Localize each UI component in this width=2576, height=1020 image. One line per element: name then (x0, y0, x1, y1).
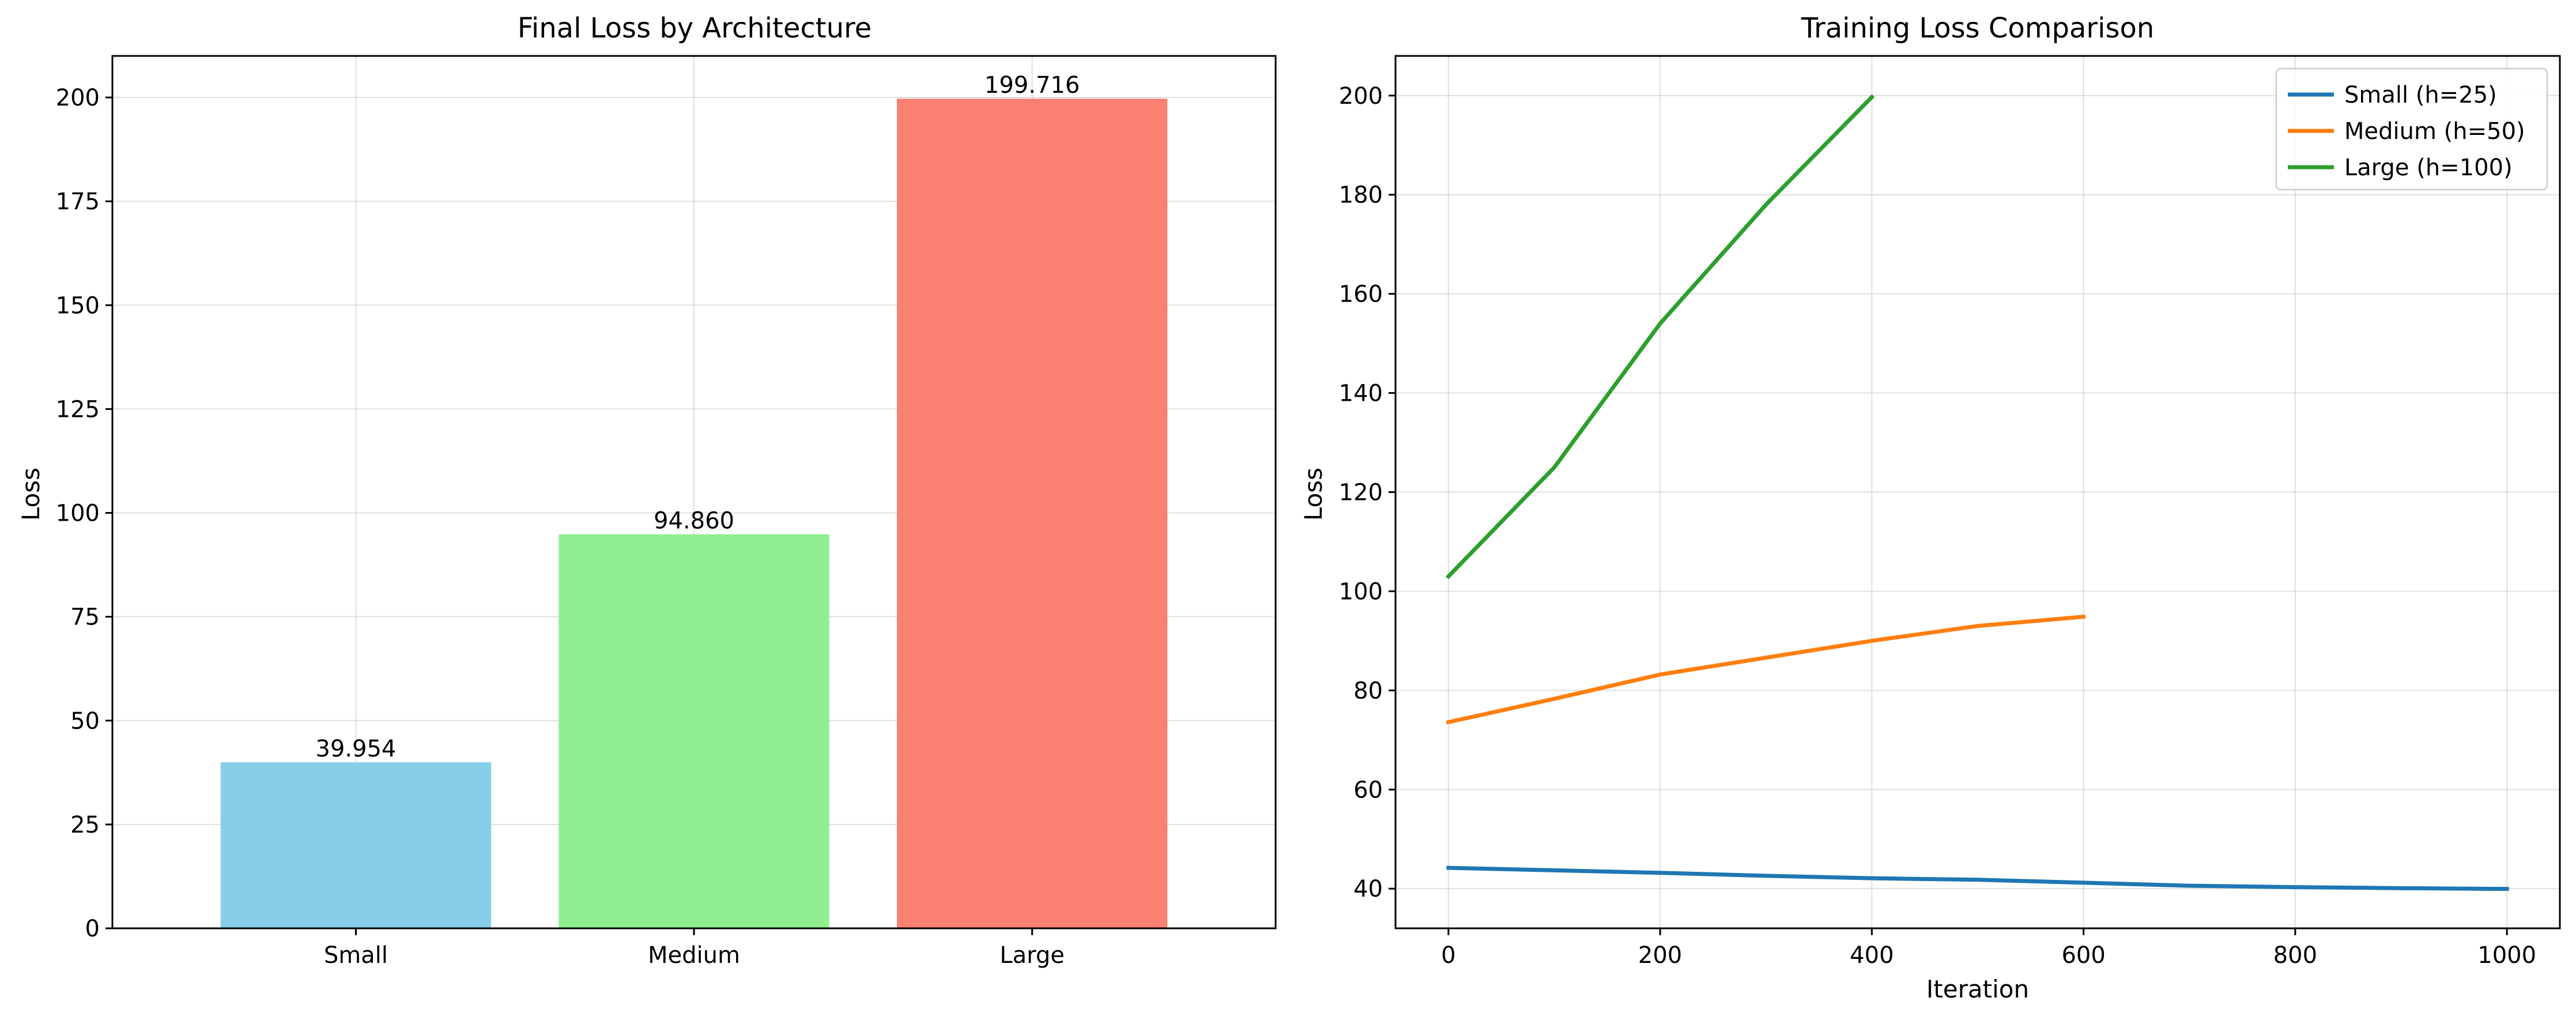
line-chart-title: Training Loss Comparison (1801, 12, 2155, 44)
y-tick-label: 40 (1353, 876, 1383, 902)
x-tick-label: Small (324, 942, 388, 969)
x-tick-label: 600 (2061, 942, 2105, 969)
x-tick-label: 400 (1850, 942, 1894, 969)
y-tick-label: 60 (1353, 777, 1383, 803)
x-tick-label: Medium (648, 942, 740, 969)
y-tick-label: 200 (1339, 83, 1383, 110)
y-tick-label: 25 (70, 812, 100, 838)
y-tick-label: 150 (56, 292, 100, 319)
bar-chart-value-labels: 39.954 94.860 199.716 (315, 72, 1080, 762)
bar-small (220, 762, 492, 928)
y-tick-label: 75 (70, 604, 100, 631)
y-tick-label: 100 (56, 500, 100, 527)
bar-chart-bars (220, 99, 1168, 929)
x-tick-label: 1000 (2477, 942, 2536, 969)
legend-entry-label: Small (h=25) (2344, 82, 2497, 108)
x-tick-label: 800 (2273, 942, 2317, 969)
x-tick-label: Large (1000, 942, 1065, 969)
series-line-1 (1446, 614, 2086, 725)
y-tick-label: 50 (70, 708, 100, 735)
bar-large (896, 99, 1168, 929)
x-tick-label: 200 (1638, 942, 1682, 969)
bar-value-label: 199.716 (985, 72, 1080, 99)
series-line-0 (1446, 865, 2509, 891)
line-chart-panel: Training Loss Comparison Loss Iteration … (1299, 12, 2561, 1003)
y-tick-label: 100 (1339, 578, 1383, 605)
bar-chart-axes-frame (111, 55, 1277, 929)
legend-entry-label: Large (h=100) (2344, 155, 2513, 181)
bar-value-label: 94.860 (654, 508, 734, 535)
y-tick-label: 0 (85, 916, 100, 942)
y-tick-label: 80 (1353, 678, 1383, 704)
y-tick-label: 175 (56, 189, 100, 215)
y-tick-label: 125 (56, 396, 100, 423)
line-chart-ticks: 40 60 80 100 120 140 160 180 200 0 200 400 600 800 100… (1339, 83, 2536, 969)
bar-chart-y-axis-label: Loss (17, 468, 45, 521)
legend-entry-label: Medium (h=50) (2344, 118, 2525, 145)
bar-chart-title: Final Loss by Architecture (518, 12, 872, 44)
line-chart-legend: Small (h=25) Medium (h=50) Large (h=100) (2275, 67, 2548, 191)
legend-box (2275, 67, 2548, 191)
series-line-2 (1445, 94, 1875, 579)
y-tick-label: 160 (1339, 281, 1383, 308)
y-tick-label: 200 (56, 85, 100, 111)
bar-chart-ticks: 0 25 50 75 100 125 150 175 200 Small Medium Large (56, 85, 1065, 969)
y-tick-label: 140 (1339, 381, 1383, 407)
bar-value-label: 39.954 (315, 736, 396, 762)
x-tick-label: 0 (1441, 942, 1455, 969)
line-chart-y-axis-label: Loss (1299, 468, 1327, 521)
line-chart-series (1445, 94, 2509, 891)
bar-medium (559, 534, 829, 928)
line-chart-axes-frame (1394, 55, 2561, 929)
y-tick-label: 120 (1339, 480, 1383, 506)
line-chart-x-axis-label: Iteration (1926, 975, 2029, 1003)
y-tick-label: 180 (1339, 182, 1383, 209)
bar-chart-panel: Final Loss by Architecture Loss 39.954 94… (17, 12, 1277, 969)
